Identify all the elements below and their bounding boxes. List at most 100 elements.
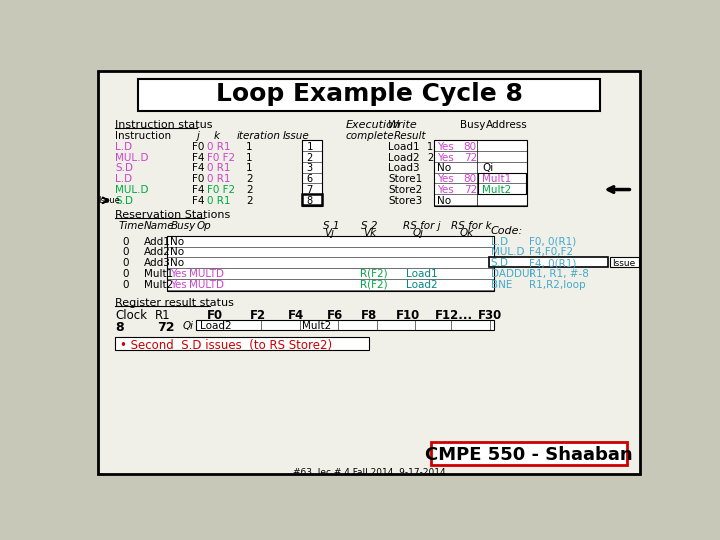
Text: Issue: Issue (98, 197, 120, 206)
Text: 2: 2 (246, 185, 253, 195)
Text: L.D: L.D (115, 142, 132, 152)
Text: F12...: F12... (434, 309, 472, 322)
Text: 8: 8 (307, 195, 313, 206)
Text: R(F2): R(F2) (360, 280, 387, 289)
Text: 80: 80 (464, 174, 477, 184)
Text: 2: 2 (427, 153, 433, 163)
Bar (434, 140, 527, 206)
Text: Busy: Busy (460, 120, 485, 130)
Text: F0: F0 (192, 142, 204, 152)
Text: MUL.D: MUL.D (115, 153, 148, 163)
Text: 1: 1 (427, 142, 433, 152)
Text: MUL.D: MUL.D (115, 185, 148, 195)
Text: Qj: Qj (412, 228, 423, 238)
Text: No: No (437, 195, 451, 206)
Text: Issue: Issue (612, 259, 636, 268)
Text: CMPE 550 - Shaaban: CMPE 550 - Shaaban (425, 446, 632, 464)
Text: iteration: iteration (237, 131, 281, 141)
Text: MUL.D: MUL.D (490, 247, 524, 257)
Bar (196, 320, 494, 330)
Text: 0 R1: 0 R1 (207, 142, 231, 152)
Text: 0: 0 (122, 237, 129, 246)
Text: R(F2): R(F2) (360, 269, 387, 279)
Bar (302, 194, 322, 205)
Text: 1: 1 (307, 142, 313, 152)
Text: Loop Example Cycle 8: Loop Example Cycle 8 (215, 82, 523, 106)
Text: 7: 7 (307, 185, 313, 195)
Text: Instruction: Instruction (115, 131, 171, 141)
Text: 2: 2 (307, 153, 313, 163)
Text: Mult2: Mult2 (302, 321, 331, 331)
Text: No: No (170, 258, 184, 268)
Text: Mult1: Mult1 (482, 174, 511, 184)
Text: RS for k: RS for k (451, 221, 491, 231)
Bar (610, 257, 639, 267)
Bar (138, 79, 600, 111)
Text: Load1: Load1 (388, 142, 420, 152)
Text: MULTD: MULTD (189, 280, 224, 289)
Text: F4: F4 (288, 309, 305, 322)
Text: Add2: Add2 (144, 247, 171, 257)
Bar (115, 336, 369, 350)
Text: 6: 6 (307, 174, 313, 184)
Text: L.D: L.D (115, 174, 132, 184)
Text: Yes: Yes (170, 269, 186, 279)
Text: S.D: S.D (115, 164, 133, 173)
Text: Busy: Busy (171, 221, 196, 231)
Text: R1,R2,loop: R1,R2,loop (529, 280, 586, 289)
Text: 72: 72 (464, 153, 477, 163)
Bar (489, 257, 608, 267)
Text: 0 R1: 0 R1 (207, 195, 231, 206)
Text: Code:: Code: (490, 226, 523, 236)
Text: 72: 72 (157, 321, 175, 334)
Text: 1: 1 (246, 142, 253, 152)
Text: Yes: Yes (437, 174, 454, 184)
Text: F0: F0 (192, 174, 204, 184)
Text: Write: Write (388, 120, 418, 130)
Text: Qk: Qk (460, 228, 474, 238)
Text: j: j (196, 131, 199, 141)
Text: Vj: Vj (324, 228, 334, 238)
Text: 0 R1: 0 R1 (207, 174, 231, 184)
Text: k: k (213, 131, 220, 141)
Text: Register result status: Register result status (115, 298, 234, 308)
Text: Name: Name (144, 221, 175, 231)
Text: Result: Result (394, 131, 426, 141)
Text: S.D: S.D (115, 195, 133, 206)
Text: F2: F2 (250, 309, 266, 322)
Text: Op: Op (197, 221, 211, 231)
Text: F0 F2: F0 F2 (207, 153, 235, 163)
Text: Qi: Qi (482, 164, 493, 173)
Bar (431, 442, 627, 465)
Text: F8: F8 (361, 309, 377, 322)
Text: Issue: Issue (283, 131, 310, 141)
Text: S.D: S.D (490, 258, 508, 268)
Text: 2: 2 (246, 174, 253, 184)
Text: Yes: Yes (437, 142, 454, 152)
Text: F6: F6 (327, 309, 343, 322)
Text: Load1: Load1 (406, 269, 438, 279)
Text: 0 R1: 0 R1 (207, 164, 231, 173)
Bar (302, 140, 322, 206)
Text: 80: 80 (464, 142, 477, 152)
Text: F0 F2: F0 F2 (207, 185, 235, 195)
Text: DADDUI: DADDUI (490, 269, 532, 279)
Text: R1: R1 (155, 309, 171, 322)
Text: No: No (170, 247, 184, 257)
Text: Yes: Yes (170, 280, 186, 289)
Text: 2: 2 (246, 195, 253, 206)
Text: BNE: BNE (490, 280, 512, 289)
Text: No: No (170, 237, 184, 246)
Text: Load3: Load3 (388, 164, 420, 173)
Text: S 1: S 1 (323, 221, 339, 231)
Text: F0, 0(R1): F0, 0(R1) (529, 237, 577, 246)
Text: 1: 1 (246, 164, 253, 173)
Text: Vk: Vk (364, 228, 377, 238)
Text: Time: Time (119, 221, 145, 231)
Text: Load2: Load2 (406, 280, 438, 289)
Text: F4: F4 (192, 153, 204, 163)
Text: R1, R1, #-8: R1, R1, #-8 (529, 269, 589, 279)
Text: • Second  S.D issues  (to RS Store2): • Second S.D issues (to RS Store2) (120, 339, 332, 352)
Bar (478, 173, 526, 194)
Text: F30: F30 (478, 309, 503, 322)
